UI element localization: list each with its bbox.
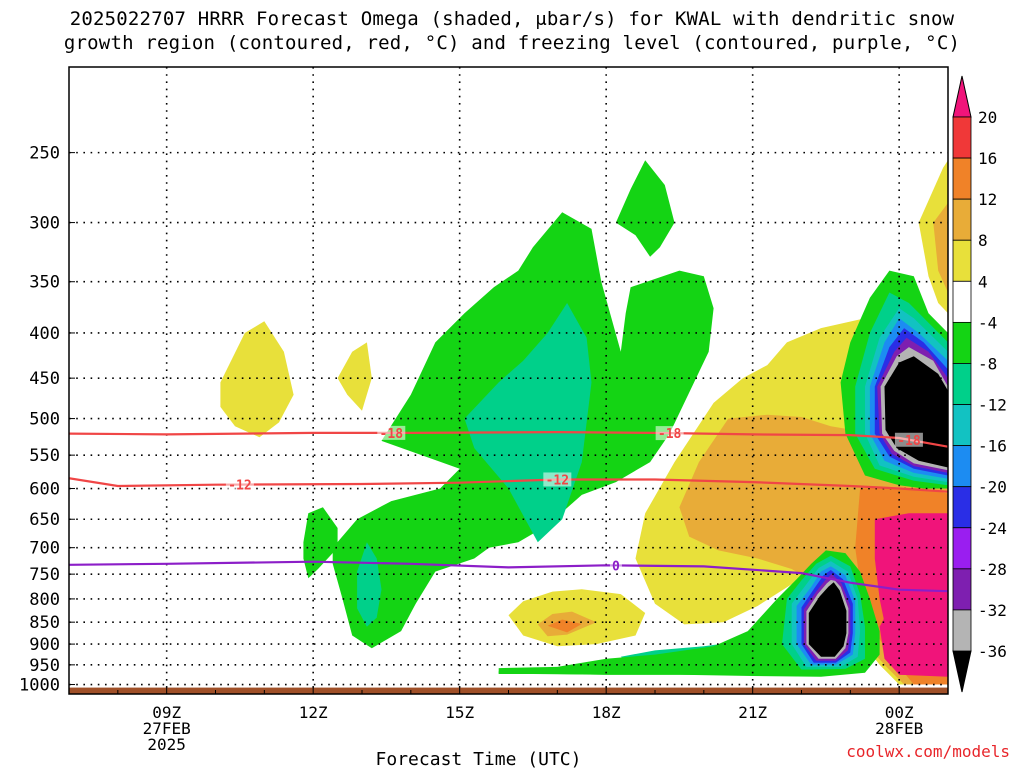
y-tick-label-800: 800 — [29, 590, 60, 610]
x-tick-label-21-0: 21Z — [738, 703, 767, 722]
omega-region-2 — [303, 507, 338, 579]
contour-line-0 — [69, 560, 948, 593]
contour-label-1-0: -12 — [228, 479, 251, 494]
colorbar-label-3: 8 — [978, 231, 988, 250]
colorbar-under-triangle — [952, 650, 972, 693]
contour-label-bg-1-0 — [225, 477, 254, 492]
y-tick-label-250: 250 — [29, 144, 60, 164]
contour-label-bg-2-0 — [609, 558, 622, 573]
colorbar-label-11: -28 — [978, 560, 1007, 579]
colorbar-bin-5 — [952, 321, 972, 364]
x-tick-label-9-2: 2025 — [147, 735, 186, 754]
colorbar-bin-8 — [952, 445, 972, 488]
colorbar-label-0: 20 — [978, 108, 997, 127]
colorbar-bin-11 — [952, 568, 972, 611]
omega-region-6 — [615, 160, 675, 257]
colorbar-bin-12 — [952, 609, 972, 652]
omega-region-34 — [879, 594, 948, 675]
colorbar-bin-4 — [952, 280, 972, 323]
colorbar-label-13: -36 — [978, 642, 1007, 661]
colorbar-bin-6 — [952, 363, 972, 405]
colorbar-bin-9 — [952, 486, 972, 529]
colorbar-bin-1 — [952, 157, 972, 200]
y-tick-label-300: 300 — [29, 214, 60, 234]
x-tick-label-9-1: 27FEB — [143, 719, 191, 738]
y-tick-label-550: 550 — [29, 446, 60, 466]
x-tick-label-12-0: 12Z — [299, 703, 328, 722]
colorbar-label-4: 4 — [978, 272, 988, 291]
colorbar-bin-2 — [952, 198, 972, 241]
contour-label-bg-0-0 — [377, 425, 406, 440]
colorbar-label-10: -24 — [978, 519, 1007, 538]
chart-title-line-1: 2025022707 HRRR Forecast Omega (shaded, … — [69, 8, 955, 30]
omega-region-15 — [933, 202, 948, 293]
contour-label-2-0: 0 — [612, 559, 620, 574]
x-tick-label-24-0: 00Z — [885, 703, 914, 722]
site-credit: coolwx.com/models — [846, 742, 1010, 761]
x-tick-label-9-0: 09Z — [152, 703, 181, 722]
colorbar-bin-10 — [952, 527, 972, 570]
y-tick-label-850: 850 — [29, 613, 60, 633]
x-tick-label-15-0: 15Z — [445, 703, 474, 722]
contour-label-bg-0-2 — [894, 432, 923, 447]
y-tick-label-750: 750 — [29, 565, 60, 585]
omega-region-35 — [498, 666, 812, 675]
contour-line--18 — [69, 430, 948, 448]
colorbar-label-2: 12 — [978, 190, 997, 209]
chart-title-line-2: growth region (contoured, red, °C) and f… — [63, 32, 961, 54]
omega-colorbar: 20 16 12 8 4 -4 -8 -12 -16 -20 -24 -28 -32 -36 — [952, 75, 1007, 693]
omega-shading — [69, 160, 948, 694]
colorbar-label-12: -32 — [978, 601, 1007, 620]
y-tick-label-350: 350 — [29, 273, 60, 293]
colorbar-label-9: -20 — [978, 478, 1007, 497]
contour-label-0-2: -18 — [897, 434, 921, 449]
contour-label-1-1: -12 — [546, 473, 569, 488]
colorbar-bin-0 — [952, 116, 972, 159]
y-tick-label-900: 900 — [29, 635, 60, 655]
contour-label-bg-0-1 — [655, 426, 684, 441]
colorbar-label-5: -4 — [978, 313, 997, 332]
omega-region-1 — [337, 342, 372, 411]
colorbar-over-triangle — [952, 75, 972, 118]
x-tick-label-24-1: 28FEB — [875, 719, 923, 738]
y-tick-label-700: 700 — [29, 539, 60, 559]
y-tick-label-950: 950 — [29, 656, 60, 676]
contour-label-0-1: -18 — [658, 427, 682, 442]
omega-region-0 — [220, 321, 294, 438]
y-tick-label-500: 500 — [29, 410, 60, 430]
y-tick-label-600: 600 — [29, 480, 60, 500]
y-tick-label-1000: 1000 — [19, 676, 60, 696]
y-tick-label-650: 650 — [29, 510, 60, 530]
contour-label-0-0: -18 — [380, 427, 404, 442]
colorbar-label-1: 16 — [978, 149, 997, 168]
x-tick-label-18-0: 18Z — [592, 703, 621, 722]
colorbar-bin-7 — [952, 404, 972, 447]
y-tick-label-450: 450 — [29, 369, 60, 389]
y-tick-label-400: 400 — [29, 324, 60, 344]
colorbar-bin-3 — [952, 239, 972, 282]
contour-label-bg-1-1 — [543, 472, 572, 487]
pressure-grid — [69, 67, 948, 694]
x-axis-label: Forecast Time (UTC) — [376, 749, 582, 768]
temperature-contours: -18 -18 -18 -12 -12 0 — [69, 425, 948, 593]
colorbar-label-8: -16 — [978, 437, 1007, 456]
colorbar-label-6: -8 — [978, 354, 997, 373]
pressure-axis: 2503003504004505005506006507007508008509… — [19, 144, 75, 696]
colorbar-label-7: -12 — [978, 396, 1007, 415]
omega-region-33 — [808, 582, 847, 657]
